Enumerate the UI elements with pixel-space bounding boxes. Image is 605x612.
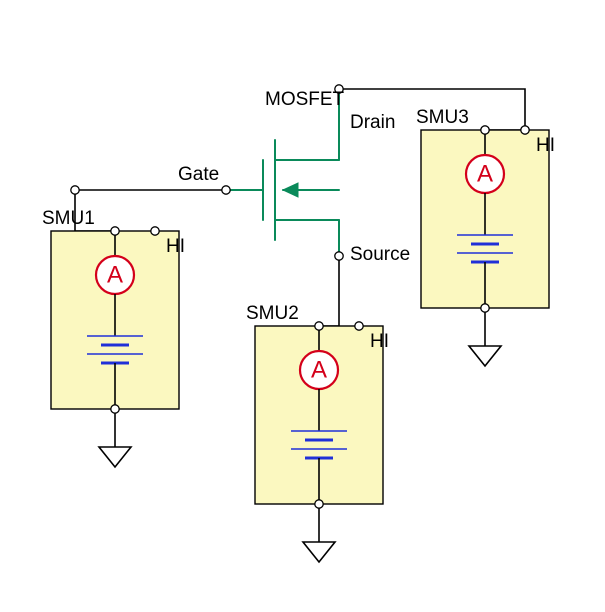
- node-source: [335, 252, 343, 260]
- label-mosfet: MOSFET: [265, 89, 345, 110]
- smu1-hi-node: [151, 227, 159, 235]
- label-hi-1: HI: [166, 236, 185, 257]
- node-gate-corner: [71, 186, 79, 194]
- smu2-group: A: [255, 326, 383, 562]
- node-gate: [222, 186, 230, 194]
- label-source: Source: [350, 244, 410, 265]
- smu1-top-node: [111, 227, 119, 235]
- smu2-bottom-node: [315, 500, 323, 508]
- mosfet-arrow-head: [283, 183, 298, 197]
- label-hi-2: HI: [370, 331, 389, 352]
- smu1-bottom-node: [111, 405, 119, 413]
- smu3-group: A: [421, 130, 549, 366]
- label-gate: Gate: [178, 164, 219, 185]
- label-smu3: SMU3: [416, 107, 469, 128]
- label-smu2: SMU2: [246, 303, 299, 324]
- smu2-hi-node: [355, 322, 363, 330]
- smu1-ground: [99, 447, 131, 467]
- smu3-hi-node: [521, 126, 529, 134]
- smu1-group: A: [51, 231, 179, 467]
- smu2-top-node: [315, 322, 323, 330]
- mosfet: [226, 89, 339, 256]
- smu3-ground: [469, 346, 501, 366]
- smu3-ammeter-label: A: [477, 161, 493, 188]
- smu3-top-node: [481, 126, 489, 134]
- wire-gate-smu1: [75, 190, 226, 231]
- smu2-ground: [303, 542, 335, 562]
- label-smu1: SMU1: [42, 208, 95, 229]
- smu3-bottom-node: [481, 304, 489, 312]
- smu1-ammeter-label: A: [107, 262, 123, 289]
- smu2-ammeter-label: A: [311, 357, 327, 384]
- label-hi-3: HI: [536, 135, 555, 156]
- label-drain: Drain: [350, 112, 395, 133]
